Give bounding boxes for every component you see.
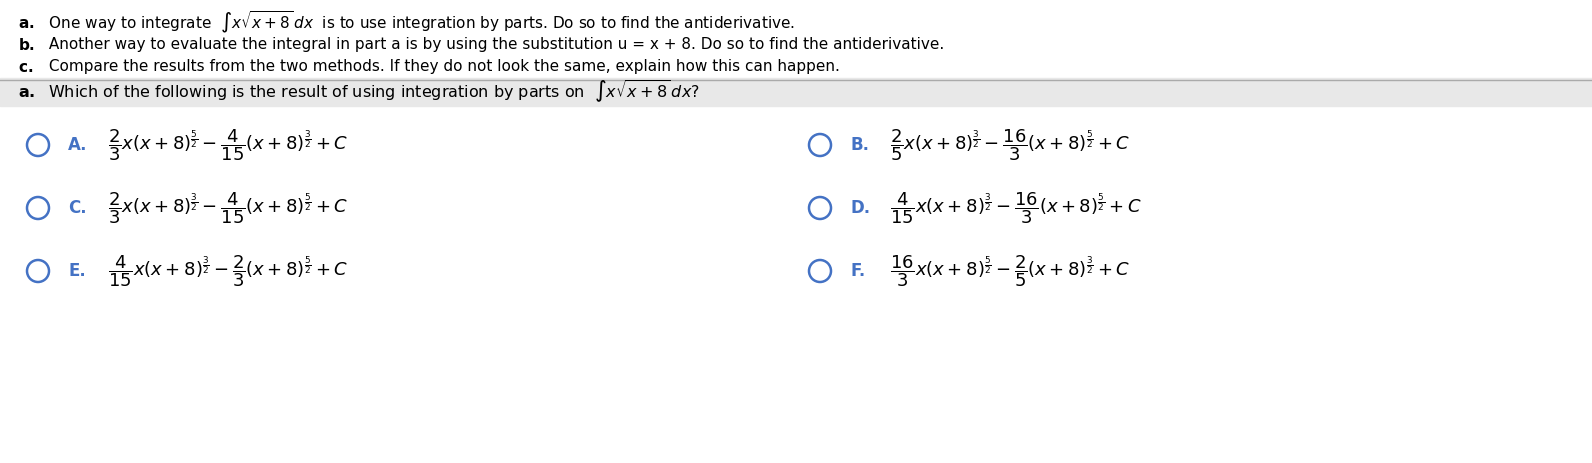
Text: $\mathbf{a.}$: $\mathbf{a.}$ (18, 15, 35, 31)
Text: One way to integrate  $\int x\sqrt{x+8}\,dx$  is to use integration by parts. Do: One way to integrate $\int x\sqrt{x+8}\,… (45, 10, 794, 36)
Text: $\dfrac{2}{3}x(x+8)^{\frac{3}{2}} - \dfrac{4}{15}(x+8)^{\frac{5}{2}} + C$: $\dfrac{2}{3}x(x+8)^{\frac{3}{2}} - \dfr… (108, 190, 349, 226)
Text: $\mathbf{b.}$: $\mathbf{b.}$ (18, 37, 35, 53)
Text: C.: C. (68, 199, 86, 217)
Text: Another way to evaluate the integral in part a is by using the substitution u = : Another way to evaluate the integral in … (45, 38, 944, 52)
Text: F.: F. (850, 262, 864, 280)
Text: E.: E. (68, 262, 86, 280)
Text: A.: A. (68, 136, 88, 154)
Text: D.: D. (850, 199, 871, 217)
Text: $\dfrac{16}{3}x(x+8)^{\frac{5}{2}} - \dfrac{2}{5}(x+8)^{\frac{3}{2}} + C$: $\dfrac{16}{3}x(x+8)^{\frac{5}{2}} - \df… (890, 253, 1130, 289)
Text: $\dfrac{2}{3}x(x+8)^{\frac{5}{2}} - \dfrac{4}{15}(x+8)^{\frac{3}{2}} + C$: $\dfrac{2}{3}x(x+8)^{\frac{5}{2}} - \dfr… (108, 127, 349, 163)
Text: $\mathbf{c.}$: $\mathbf{c.}$ (18, 60, 33, 75)
Text: $\dfrac{2}{5}x(x+8)^{\frac{3}{2}} - \dfrac{16}{3}(x+8)^{\frac{5}{2}} + C$: $\dfrac{2}{5}x(x+8)^{\frac{3}{2}} - \dfr… (890, 127, 1130, 163)
Text: Compare the results from the two methods. If they do not look the same, explain : Compare the results from the two methods… (45, 60, 841, 75)
Text: B.: B. (850, 136, 869, 154)
Text: $\dfrac{4}{15}x(x+8)^{\frac{3}{2}} - \dfrac{16}{3}(x+8)^{\frac{5}{2}} + C$: $\dfrac{4}{15}x(x+8)^{\frac{3}{2}} - \df… (890, 190, 1141, 226)
Bar (0, 78, 1592, 106)
Text: $\dfrac{4}{15}x(x+8)^{\frac{3}{2}} - \dfrac{2}{3}(x+8)^{\frac{5}{2}} + C$: $\dfrac{4}{15}x(x+8)^{\frac{3}{2}} - \df… (108, 253, 349, 289)
Text: $\mathbf{a.}$  Which of the following is the result of using integration by part: $\mathbf{a.}$ Which of the following is … (18, 79, 700, 105)
